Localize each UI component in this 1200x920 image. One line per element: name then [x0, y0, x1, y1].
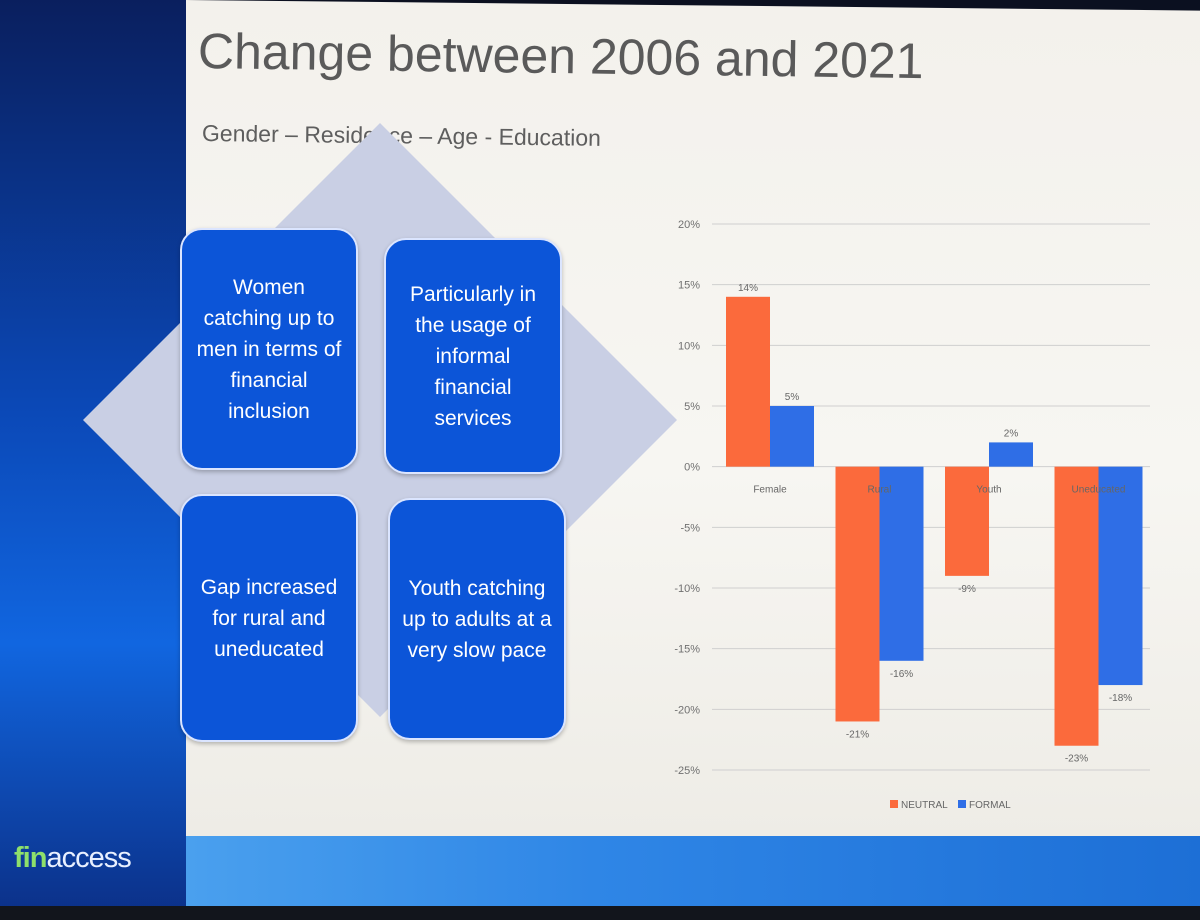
- bar-formal: [989, 442, 1033, 467]
- category-label: Female: [753, 485, 787, 496]
- data-label: -23%: [1065, 754, 1088, 765]
- y-tick-label: -10%: [674, 583, 700, 595]
- y-tick-label: 5%: [684, 401, 700, 413]
- data-label: 5%: [785, 392, 800, 403]
- bar-neutral: [945, 466, 989, 576]
- data-label: -9%: [958, 584, 976, 595]
- y-tick-label: 20%: [678, 219, 700, 231]
- bar-chart: 20% 15% 10% 5% 0% -5% -10% -15% -20% -25% 14% 5% Fem…: [674, 219, 1150, 811]
- bar-formal: [1098, 466, 1143, 686]
- finding-box-informal: Particularly in the usage of informal fi…: [384, 238, 562, 474]
- category-label: Uneducated: [1072, 485, 1126, 496]
- bar-neutral: [726, 296, 770, 467]
- data-label: -18%: [1109, 693, 1132, 704]
- y-tick-label: 0%: [684, 462, 700, 474]
- y-tick-label: -20%: [674, 704, 700, 716]
- y-tick-label: 15%: [678, 280, 700, 292]
- data-label: 2%: [1004, 428, 1019, 439]
- stage-floor: [0, 906, 1200, 920]
- y-tick-label: -25%: [674, 765, 700, 777]
- category-label: Rural: [868, 485, 892, 496]
- legend-label: NEUTRAL: [901, 800, 948, 811]
- slide-footer-bar: [186, 836, 1200, 908]
- y-tick-label: -15%: [674, 644, 700, 656]
- brand-logo: finaccess: [14, 842, 132, 874]
- legend-label: FORMAL: [969, 800, 1011, 811]
- finding-box-youth: Youth catching up to adults at a very sl…: [388, 498, 566, 740]
- data-label: -21%: [846, 729, 869, 740]
- legend-swatch: [890, 800, 898, 808]
- bar-neutral: [835, 466, 880, 722]
- bar-neutral: [1054, 466, 1099, 746]
- y-tick-label: -5%: [680, 522, 700, 534]
- data-label: 14%: [738, 283, 758, 294]
- data-label: -16%: [890, 669, 913, 680]
- category-label: Youth: [976, 485, 1001, 496]
- legend-swatch: [958, 800, 966, 808]
- slide-title: Change between 2006 and 2021: [197, 23, 924, 90]
- bar-formal: [770, 406, 814, 467]
- finding-box-gap: Gap increased for rural and uneducated: [180, 494, 358, 742]
- y-tick-label: 10%: [678, 340, 700, 352]
- finding-box-women: Women catching up to men in terms of fin…: [180, 228, 358, 470]
- bar-formal: [879, 466, 924, 661]
